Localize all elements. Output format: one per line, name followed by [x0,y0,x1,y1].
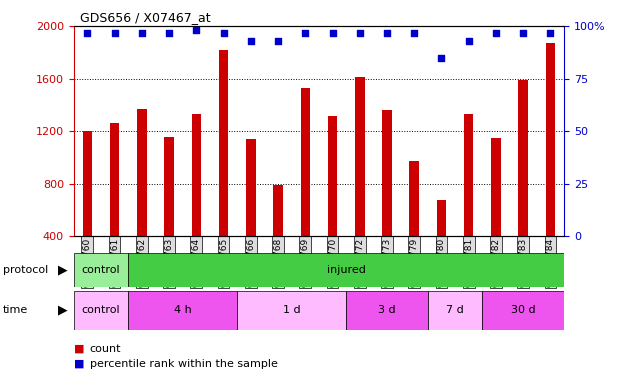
Point [273,38,283,44]
Point [382,30,392,36]
Text: 3 d: 3 d [378,305,395,315]
Point [463,38,474,44]
Text: control: control [81,305,121,315]
Text: ■: ■ [74,359,84,369]
Point [300,30,310,36]
Bar [110,123,119,236]
Text: 30 d: 30 d [511,305,535,315]
Bar [301,88,310,236]
Bar [491,138,501,236]
Point [164,30,174,36]
Bar [545,44,555,236]
Bar [246,139,256,236]
Point [437,55,447,61]
Bar [74,253,128,287]
Text: 1 d: 1 d [283,305,301,315]
Bar [519,80,528,236]
Bar [328,116,337,236]
Bar [128,291,237,330]
Bar [464,114,474,236]
Text: injured: injured [327,265,365,275]
Text: ▶: ▶ [58,264,68,276]
Point [82,30,92,36]
Text: percentile rank within the sample: percentile rank within the sample [90,359,278,369]
Text: 4 h: 4 h [174,305,192,315]
Point [545,30,556,36]
Point [328,30,338,36]
Text: GDS656 / X07467_at: GDS656 / X07467_at [80,11,211,24]
Point [409,30,419,36]
Point [110,30,120,36]
Bar [482,291,564,330]
Bar [273,185,283,236]
Bar [428,291,482,330]
Bar [74,291,128,330]
Point [518,30,528,36]
Bar [192,114,201,236]
Text: count: count [90,344,121,354]
Point [219,30,229,36]
Text: protocol: protocol [3,265,49,275]
Bar [83,131,92,236]
Text: ■: ■ [74,344,84,354]
Bar [410,161,419,236]
Text: 7 d: 7 d [446,305,464,315]
Text: time: time [3,305,28,315]
Bar [237,291,346,330]
Bar [382,110,392,236]
Bar [346,291,428,330]
Bar [437,200,446,236]
Bar [164,136,174,236]
Point [246,38,256,44]
Point [491,30,501,36]
Bar [219,50,228,236]
Bar [128,253,564,287]
Bar [355,78,365,236]
Point [191,27,201,33]
Text: ▶: ▶ [58,304,68,317]
Point [137,30,147,36]
Point [354,30,365,36]
Bar [137,109,147,236]
Text: control: control [81,265,121,275]
